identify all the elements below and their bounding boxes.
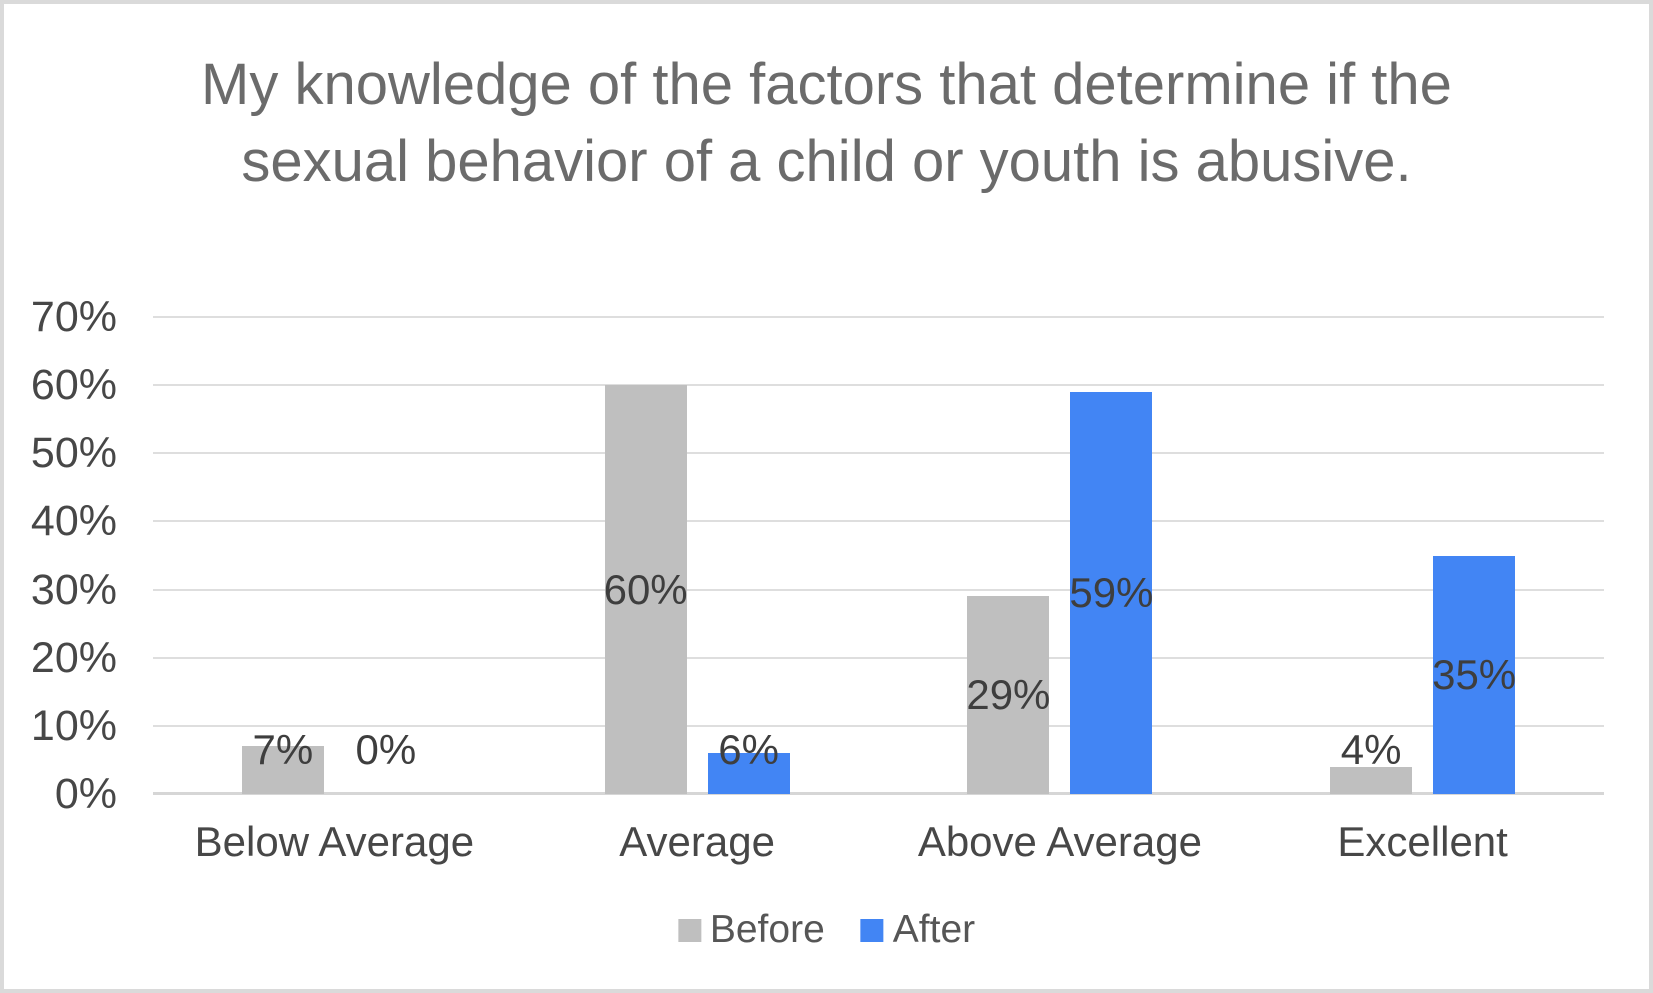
legend-label-before: Before — [709, 908, 825, 951]
x-axis-line — [153, 792, 1604, 795]
data-label-after-average: 6% — [718, 726, 779, 773]
bar-before-above-average — [967, 596, 1050, 794]
bar-before-below-average — [241, 746, 324, 794]
legend-item-after: After — [860, 907, 976, 953]
gridline-60% — [153, 384, 1604, 387]
y-tick-label-10%: 10% — [30, 701, 117, 750]
gridline-40% — [153, 520, 1604, 523]
data-label-before-average: 60% — [603, 565, 688, 613]
x-category-label-below-average: Below Average — [194, 818, 475, 865]
data-label-after-above-average: 59% — [1069, 568, 1154, 616]
data-label-after-excellent: 35% — [1432, 650, 1517, 698]
gridline-30% — [153, 588, 1604, 591]
y-tick-label-60%: 60% — [30, 361, 117, 410]
bar-before-average — [604, 385, 687, 794]
legend-swatch-icon-after — [860, 918, 884, 942]
legend-item-before: Before — [677, 907, 825, 953]
data-label-after-below-average: 0% — [355, 726, 417, 773]
chart-title: My knowledge of the factors that determi… — [201, 52, 1452, 194]
bar-after-excellent — [1433, 555, 1516, 794]
data-label-before-excellent: 4% — [1340, 726, 1402, 773]
bar-after-average — [707, 753, 790, 794]
gridline-50% — [153, 452, 1604, 455]
legend-label-after: After — [892, 908, 976, 951]
x-category-label-average: Average — [619, 818, 775, 865]
gridline-70% — [153, 316, 1604, 318]
data-label-before-below-average: 7% — [252, 726, 314, 773]
legend-swatch-icon-before — [677, 918, 701, 942]
y-tick-label-20%: 20% — [30, 633, 117, 682]
y-tick-label-30%: 30% — [30, 565, 117, 614]
gridline-10% — [153, 724, 1604, 727]
bar-before-excellent — [1330, 766, 1413, 794]
x-category-label-excellent: Excellent — [1337, 818, 1508, 865]
gridline-20% — [153, 656, 1604, 659]
bar-after-above-average — [1070, 391, 1153, 794]
plot-area: 7% 0% 60% 6% 29% 59% 4% 35% — [153, 316, 1604, 795]
legend: Before After — [677, 907, 976, 953]
y-tick-label-70%: 70% — [30, 293, 117, 341]
x-category-label-above-average: Above Average — [917, 818, 1202, 865]
y-tick-label-0%: 0% — [54, 770, 117, 818]
y-tick-label-40%: 40% — [30, 497, 117, 546]
y-tick-label-50%: 50% — [30, 429, 117, 478]
data-label-before-above-average: 29% — [966, 671, 1051, 719]
